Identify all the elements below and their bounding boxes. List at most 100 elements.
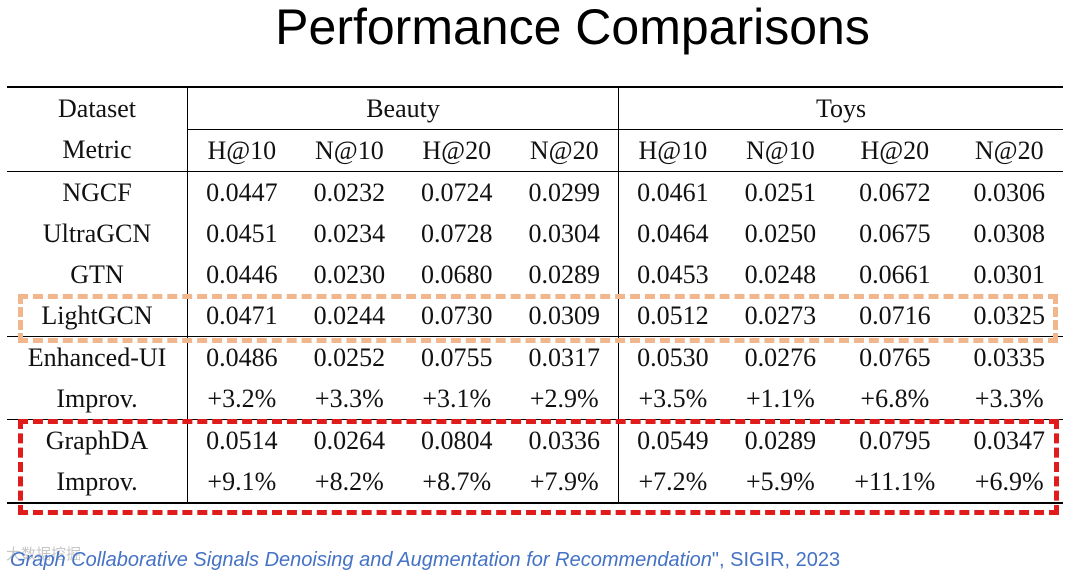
row-label: UltraGCN (7, 213, 188, 254)
table-cell: 0.0795 (834, 419, 956, 461)
table-cell: 0.0248 (744, 259, 817, 289)
table-cell: +3.5% (638, 383, 708, 413)
row-label: GTN (7, 254, 188, 295)
table-cell: 0.0680 (420, 259, 493, 289)
table-cell: 0.0716 (859, 300, 931, 330)
table-cell: 0.0308 (973, 218, 1046, 248)
metric-header: H@20 (422, 135, 492, 165)
row-label: Enhanced-UI (7, 336, 188, 378)
table-cell: 0.0244 (313, 300, 386, 330)
table-cell: 0.0232 (295, 171, 404, 213)
table-row-enhanced-ui: Enhanced-UI 0.0486 0.0252 0.0755 0.0317 … (7, 336, 1063, 378)
table-row-lightgcn: LightGCN 0.0471 0.0244 0.0730 0.0309 0.0… (7, 295, 1063, 337)
table-cell: +5.9% (726, 461, 835, 504)
table-cell: 0.0464 (637, 218, 709, 248)
table-cell: 0.0317 (510, 336, 620, 378)
table-row-graphda: GraphDA 0.0514 0.0264 0.0804 0.0336 0.05… (7, 419, 1063, 461)
table-cell: 0.0661 (859, 259, 931, 289)
table-cell: 0.0347 (955, 419, 1063, 461)
table-cell: 0.0335 (955, 336, 1063, 378)
results-table: Dataset Beauty Toys Metric H@10 N@10 H@2… (7, 86, 1063, 504)
table-cell: 0.0724 (403, 171, 511, 213)
citation-paper-title: Graph Collaborative Signals Denoising an… (10, 549, 712, 571)
table-cell: 0.0549 (618, 419, 727, 461)
citation-venue: ", SIGIR, 2023 (711, 549, 841, 571)
table-cell: 0.0765 (834, 336, 956, 378)
table-cell: 0.0252 (295, 336, 404, 378)
table-cell: 0.0486 (187, 336, 296, 378)
table-row-improv-enhanced: Improv. +3.2% +3.3% +3.1% +2.9% +3.5% +1… (7, 378, 1063, 420)
table-cell: +6.9% (955, 461, 1063, 504)
row-label: NGCF (7, 171, 188, 213)
table-cell: 0.0250 (744, 218, 817, 248)
metric-label: Metric (7, 129, 188, 172)
header-row-dataset: Dataset Beauty Toys (7, 86, 1063, 130)
metric-header: N@10 (314, 135, 384, 165)
metric-header: H@20 (860, 135, 930, 165)
table-cell: 0.0675 (859, 218, 931, 248)
table-cell: +3.1% (422, 383, 492, 413)
dataset-label: Dataset (7, 86, 188, 130)
table-cell: 0.0230 (313, 259, 386, 289)
table-cell: 0.0471 (206, 300, 278, 330)
table-cell: +6.8% (860, 383, 930, 413)
table-row-ngcf: NGCF 0.0447 0.0232 0.0724 0.0299 0.0461 … (7, 171, 1063, 213)
table-cell: +11.1% (834, 461, 956, 504)
table-cell: +3.3% (974, 383, 1044, 413)
table-row-ultragcn: UltraGCN 0.0451 0.0234 0.0728 0.0304 0.0… (7, 213, 1063, 254)
table-cell: 0.0301 (973, 259, 1046, 289)
table-cell: 0.0336 (510, 419, 620, 461)
table-cell: 0.0755 (403, 336, 511, 378)
table-cell: +8.2% (295, 461, 404, 504)
table-cell: 0.0530 (618, 336, 727, 378)
table-cell: 0.0289 (510, 254, 620, 295)
table-cell: +8.7% (403, 461, 511, 504)
table-cell: 0.0234 (313, 218, 386, 248)
table-cell: +2.9% (510, 378, 620, 420)
table-cell: 0.0276 (726, 336, 835, 378)
table-cell: +9.1% (187, 461, 296, 504)
row-label: GraphDA (7, 419, 188, 461)
table-cell: 0.0273 (744, 300, 817, 330)
graphda-highlight-box (18, 419, 1059, 515)
table-cell: 0.0299 (510, 171, 620, 213)
row-label: Improv. (7, 378, 188, 420)
header-row-metric: Metric H@10 N@10 H@20 N@20 H@10 N@10 H@2… (7, 129, 1063, 172)
table-row-gtn: GTN 0.0446 0.0230 0.0680 0.0289 0.0453 0… (7, 254, 1063, 295)
table-cell: +7.9% (510, 461, 620, 504)
metric-header: N@20 (510, 129, 620, 172)
table-cell: 0.0672 (834, 171, 956, 213)
citation: Graph Collaborative Signals Denoising an… (10, 549, 840, 572)
table-cell: 0.0446 (206, 259, 278, 289)
lightgcn-highlight-box (18, 294, 1058, 343)
metric-header: H@10 (638, 135, 708, 165)
table-cell: 0.0306 (955, 171, 1063, 213)
metric-header: N@20 (974, 135, 1044, 165)
table-cell: 0.0512 (637, 300, 709, 330)
table-cell: 0.0461 (618, 171, 727, 213)
metric-header: H@10 (207, 135, 277, 165)
slide-title: Performance Comparisons (275, 0, 870, 55)
table-cell: 0.0309 (510, 295, 620, 337)
table-cell: +3.2% (207, 383, 277, 413)
table-cell: +7.2% (618, 461, 727, 504)
table-cell: +3.3% (314, 383, 384, 413)
watermark: 大数据挖掘 (6, 545, 82, 563)
table-cell: 0.0251 (726, 171, 835, 213)
row-label: Improv. (7, 461, 188, 504)
table-cell: 0.0453 (637, 259, 709, 289)
table-row-improv-graphda: Improv. +9.1% +8.2% +8.7% +7.9% +7.2% +5… (7, 461, 1063, 504)
table-cell: 0.0728 (420, 218, 493, 248)
table-cell: +1.1% (745, 383, 815, 413)
row-label: LightGCN (7, 295, 188, 337)
table-cell: 0.0325 (973, 300, 1046, 330)
dataset-toys: Toys (618, 86, 1063, 130)
table-cell: 0.0447 (187, 171, 296, 213)
table-cell: 0.0730 (420, 300, 493, 330)
table-cell: 0.0264 (295, 419, 404, 461)
table-cell: 0.0451 (206, 218, 278, 248)
metric-header: N@10 (746, 135, 815, 165)
table-cell: 0.0304 (510, 213, 620, 254)
dataset-beauty: Beauty (187, 86, 620, 130)
table-cell: 0.0804 (403, 419, 511, 461)
